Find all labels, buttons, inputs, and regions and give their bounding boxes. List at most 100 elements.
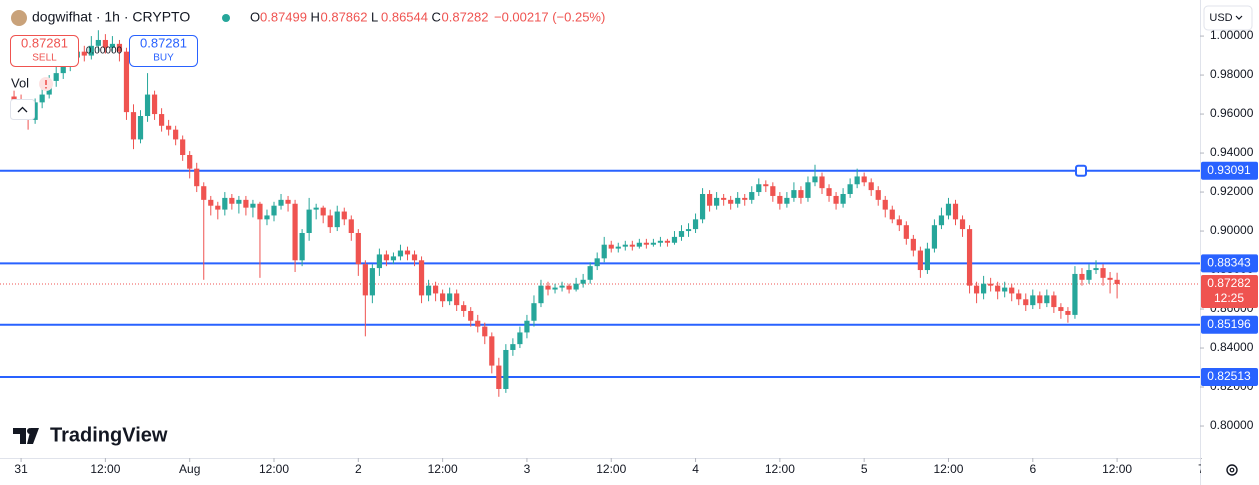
candle-body (573, 283, 579, 290)
candle-body (966, 229, 973, 286)
currency-label: USD (1209, 12, 1232, 24)
alert-handle[interactable] (1075, 164, 1087, 177)
candle-body (952, 203, 959, 220)
candle-body (545, 285, 551, 290)
candle-body (320, 207, 326, 216)
candle-body (243, 199, 249, 208)
candle-body (721, 197, 727, 200)
candle-body (777, 195, 783, 204)
candle-body (566, 285, 572, 290)
candle-body (559, 285, 565, 288)
candle-body (1093, 268, 1099, 271)
candle-body (714, 197, 720, 206)
hline-label-box (1201, 254, 1258, 273)
candle-body (475, 320, 481, 327)
candle-body (938, 215, 945, 226)
collapse-button[interactable] (10, 99, 35, 120)
candle-body (854, 176, 860, 185)
candle-body (664, 240, 671, 243)
candle-body (166, 125, 172, 130)
candle-body (833, 195, 839, 204)
candle-body (798, 190, 804, 198)
candle-body (1016, 293, 1022, 300)
candle-body (826, 188, 832, 196)
last-price-label: 0.87282 (1207, 276, 1251, 290)
x-tick-label: 12:00 (259, 462, 289, 476)
buy-price: 0.87281 (140, 35, 187, 50)
last-price-box (1201, 275, 1258, 309)
x-tick-label: 6 (1029, 462, 1036, 476)
candle-body (348, 219, 354, 233)
candle-body (116, 43, 123, 52)
x-tick-label: 4 (692, 462, 699, 476)
candle-body (945, 203, 952, 216)
candle-body (229, 197, 235, 204)
candle-body (489, 336, 495, 366)
candle-body (1030, 295, 1036, 306)
candle-body (742, 197, 748, 200)
candle-body (692, 219, 699, 230)
candle-body (1065, 310, 1071, 315)
settings-icon[interactable] (1226, 464, 1238, 476)
candle-body (53, 73, 59, 81)
settings-icon-dot[interactable] (1229, 467, 1235, 473)
candle-body (1058, 307, 1064, 311)
candle-body (432, 285, 439, 294)
candle-body (1114, 279, 1120, 285)
candle-body (334, 211, 340, 228)
candle-body (805, 182, 811, 198)
candle-body (278, 199, 284, 206)
hline-label: 0.93091 (1207, 163, 1251, 177)
candle-body (130, 112, 137, 140)
candle-body (362, 264, 368, 296)
change-label: −0.00217 (−0.25%) (494, 9, 605, 24)
candle-body (629, 244, 635, 247)
candle-body (285, 199, 291, 204)
candle-body (215, 205, 221, 210)
candle-body (580, 279, 586, 284)
candle-body (1023, 299, 1029, 306)
x-tick-label: 12:00 (1102, 462, 1132, 476)
candle-body (650, 242, 656, 245)
hline-label: 0.88343 (1207, 256, 1251, 270)
candle-body (137, 116, 144, 140)
buy-button[interactable] (129, 35, 198, 67)
candle-body (735, 197, 741, 204)
price-axis (1200, 0, 1259, 485)
y-tick-label: 0.94000 (1210, 145, 1254, 159)
y-tick-label: 0.84000 (1210, 340, 1254, 354)
candle-body (236, 199, 242, 204)
candle-body (896, 219, 902, 226)
candle-body (770, 186, 776, 196)
candle-body (784, 197, 790, 204)
candle-body (447, 293, 453, 302)
collapse-caret (17, 106, 28, 113)
candle-body (369, 268, 375, 296)
candle-body (840, 194, 846, 204)
legend-value: 0.87499 (260, 9, 307, 24)
candle-body (671, 236, 678, 243)
sell-button[interactable] (10, 35, 79, 67)
candle-body (264, 215, 270, 220)
candle-body (1002, 287, 1008, 292)
candle-body (728, 199, 734, 204)
y-tick-label: 0.80000 (1210, 418, 1254, 432)
candle-body (685, 229, 692, 232)
sell-price: 0.87281 (21, 35, 68, 50)
candle-body (468, 310, 474, 321)
x-tick-label: 31 (14, 462, 28, 476)
plot-area (0, 30, 1200, 397)
legend-value: 0.87282 (442, 9, 489, 24)
candle-body (390, 256, 397, 261)
currency-button[interactable] (1203, 5, 1253, 31)
brand-icon-dot (27, 428, 33, 434)
time-axis (0, 458, 1200, 485)
candle-body (496, 365, 502, 389)
candle-body (601, 244, 607, 259)
x-tick-label: 12:00 (90, 462, 120, 476)
candle-body (503, 349, 509, 389)
hline-label-box (1201, 161, 1258, 180)
candle-body (1107, 277, 1113, 280)
x-tick-label: 2 (355, 462, 362, 476)
